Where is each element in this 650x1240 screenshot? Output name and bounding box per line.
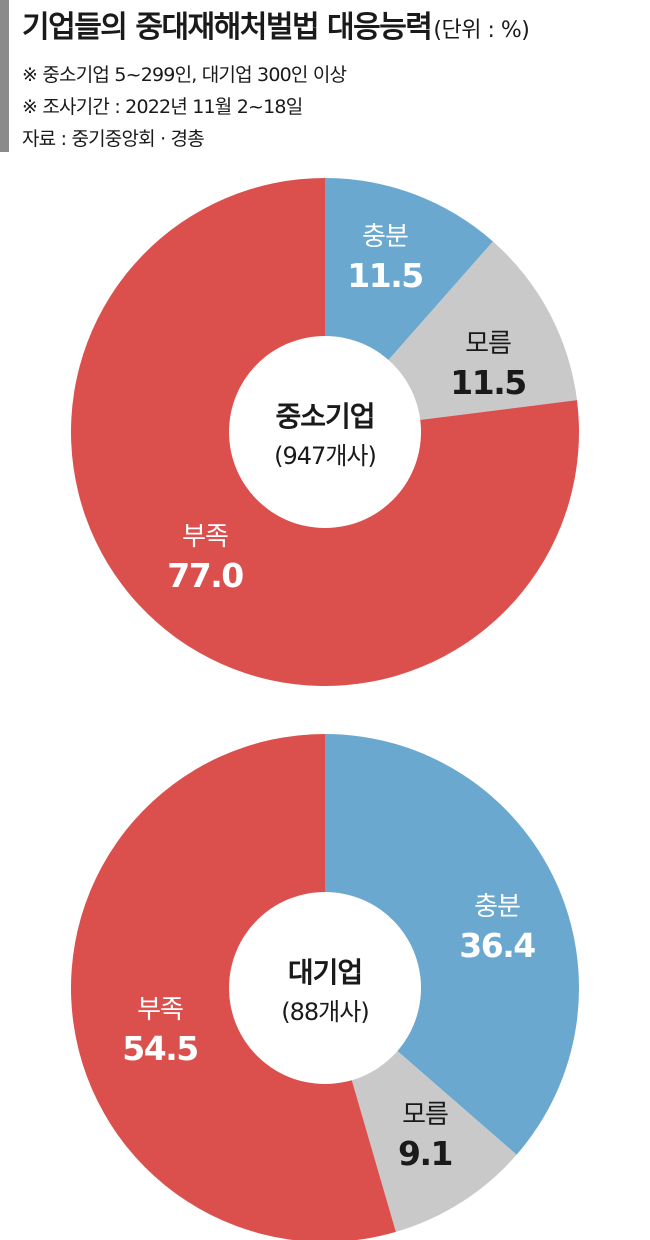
large-donut: 충분 36.4 모름 9.1 부족 54.5 대기업 (88개사) [71, 734, 579, 1240]
large-label-insufficient: 부족 [137, 995, 183, 1025]
note-source: 자료 : 중기중앙회 · 경총 [22, 128, 205, 150]
sme-value-insufficient: 77.0 [167, 556, 243, 595]
chart-header: 기업들의 중대재해처벌법 대응능력(단위 : %) ※ 중소기업 5~299인,… [0, 0, 650, 160]
large-center-sub: (88개사) [281, 998, 368, 1026]
title-line: 기업들의 중대재해처벌법 대응능력(단위 : %) [22, 2, 530, 46]
sme-label-sufficient: 충분 [362, 222, 408, 252]
sme-center-sub: (947개사) [274, 442, 376, 470]
large-slice-sufficient [325, 734, 579, 1155]
note-period: ※ 조사기간 : 2022년 11월 2~18일 [22, 96, 303, 118]
accent-bar [0, 0, 9, 152]
large-label-sufficient: 충분 [474, 892, 520, 922]
sme-label-insufficient: 부족 [182, 522, 228, 552]
unit-label: (단위 : %) [433, 18, 530, 43]
chart-title: 기업들의 중대재해처벌법 대응능력 [22, 10, 433, 45]
large-value-unknown: 9.1 [398, 1134, 452, 1173]
sme-donut-hole [229, 336, 421, 528]
sme-center-title: 중소기업 [275, 400, 374, 433]
large-value-sufficient: 36.4 [459, 926, 535, 965]
note-scope: ※ 중소기업 5~299인, 대기업 300인 이상 [22, 64, 347, 86]
large-donut-hole [229, 892, 421, 1084]
large-label-unknown: 모름 [402, 1100, 448, 1130]
sme-value-sufficient: 11.5 [347, 256, 422, 295]
large-value-insufficient: 54.5 [122, 1029, 197, 1068]
sme-label-unknown: 모름 [465, 329, 511, 359]
large-center-title: 대기업 [288, 956, 362, 989]
sme-value-unknown: 11.5 [450, 363, 525, 402]
sme-donut: 충분 11.5 모름 11.5 부족 77.0 중소기업 (947개사) [70, 178, 580, 687]
